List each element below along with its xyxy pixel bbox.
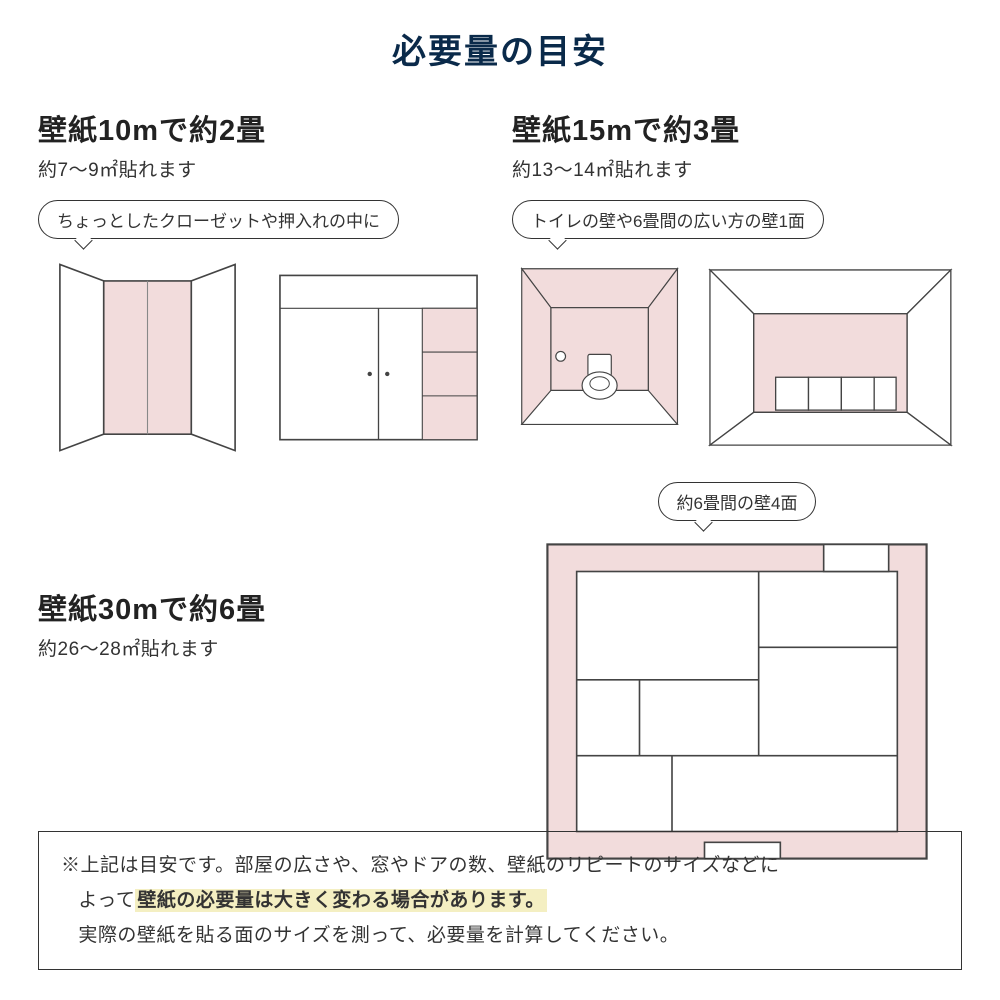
note-text: 実際の壁紙を貼る面のサイズを測って、必要量を計算してください。 (78, 925, 679, 946)
section-heading: 壁紙10mで約2畳 (38, 107, 488, 149)
content-grid: 壁紙10mで約2畳 約7～9㎡貼れます ちょっとしたクローゼットや押入れの中に (38, 107, 962, 864)
speech-bubble: 約6畳間の壁4面 (658, 482, 817, 521)
illustration-row (512, 259, 962, 456)
speech-bubble: ちょっとしたクローゼットや押入れの中に (38, 200, 399, 239)
section-15m: 壁紙15mで約3畳 約13～14㎡貼れます トイレの壁や6畳間の広い方の壁1面 (512, 107, 962, 456)
section-subtext: 約13～14㎡貼れます (512, 155, 962, 182)
section-subtext: 約26～28㎡貼れます (38, 634, 488, 661)
section-heading: 壁紙30mで約6畳 (38, 586, 488, 628)
note-line-1: ※上記は目安です。部屋の広さや、窓やドアの数、壁紙のリピートのサイズなどに (61, 848, 939, 883)
section-heading: 壁紙15mで約3畳 (512, 107, 962, 149)
note-text: よって (78, 890, 135, 911)
section-30m: 壁紙30mで約6畳 約26～28㎡貼れます (38, 476, 488, 864)
illustration-closet-sliding (269, 259, 488, 456)
illustration-room-onewall (699, 259, 962, 456)
section-subtext: 約7～9㎡貼れます (38, 155, 488, 182)
note-line-2: よって壁紙の必要量は大きく変わる場合があります。 (61, 883, 939, 918)
illustration-row (38, 259, 488, 456)
speech-bubble: トイレの壁や6畳間の広い方の壁1面 (512, 200, 824, 239)
note-line-3: 実際の壁紙を貼る面のサイズを測って、必要量を計算してください。 (61, 918, 939, 953)
page-title: 必要量の目安 (38, 24, 962, 73)
section-30m-illustration: 約6畳間の壁4面 (512, 476, 962, 864)
illustration-floorplan (512, 539, 962, 864)
illustration-closet-open (38, 259, 257, 456)
illustration-toilet-room (512, 259, 687, 456)
section-10m: 壁紙10mで約2畳 約7～9㎡貼れます ちょっとしたクローゼットや押入れの中に (38, 107, 488, 456)
disclaimer-box: ※上記は目安です。部屋の広さや、窓やドアの数、壁紙のリピートのサイズなどに よっ… (38, 831, 962, 970)
note-highlight: 壁紙の必要量は大きく変わる場合があります。 (135, 889, 547, 912)
